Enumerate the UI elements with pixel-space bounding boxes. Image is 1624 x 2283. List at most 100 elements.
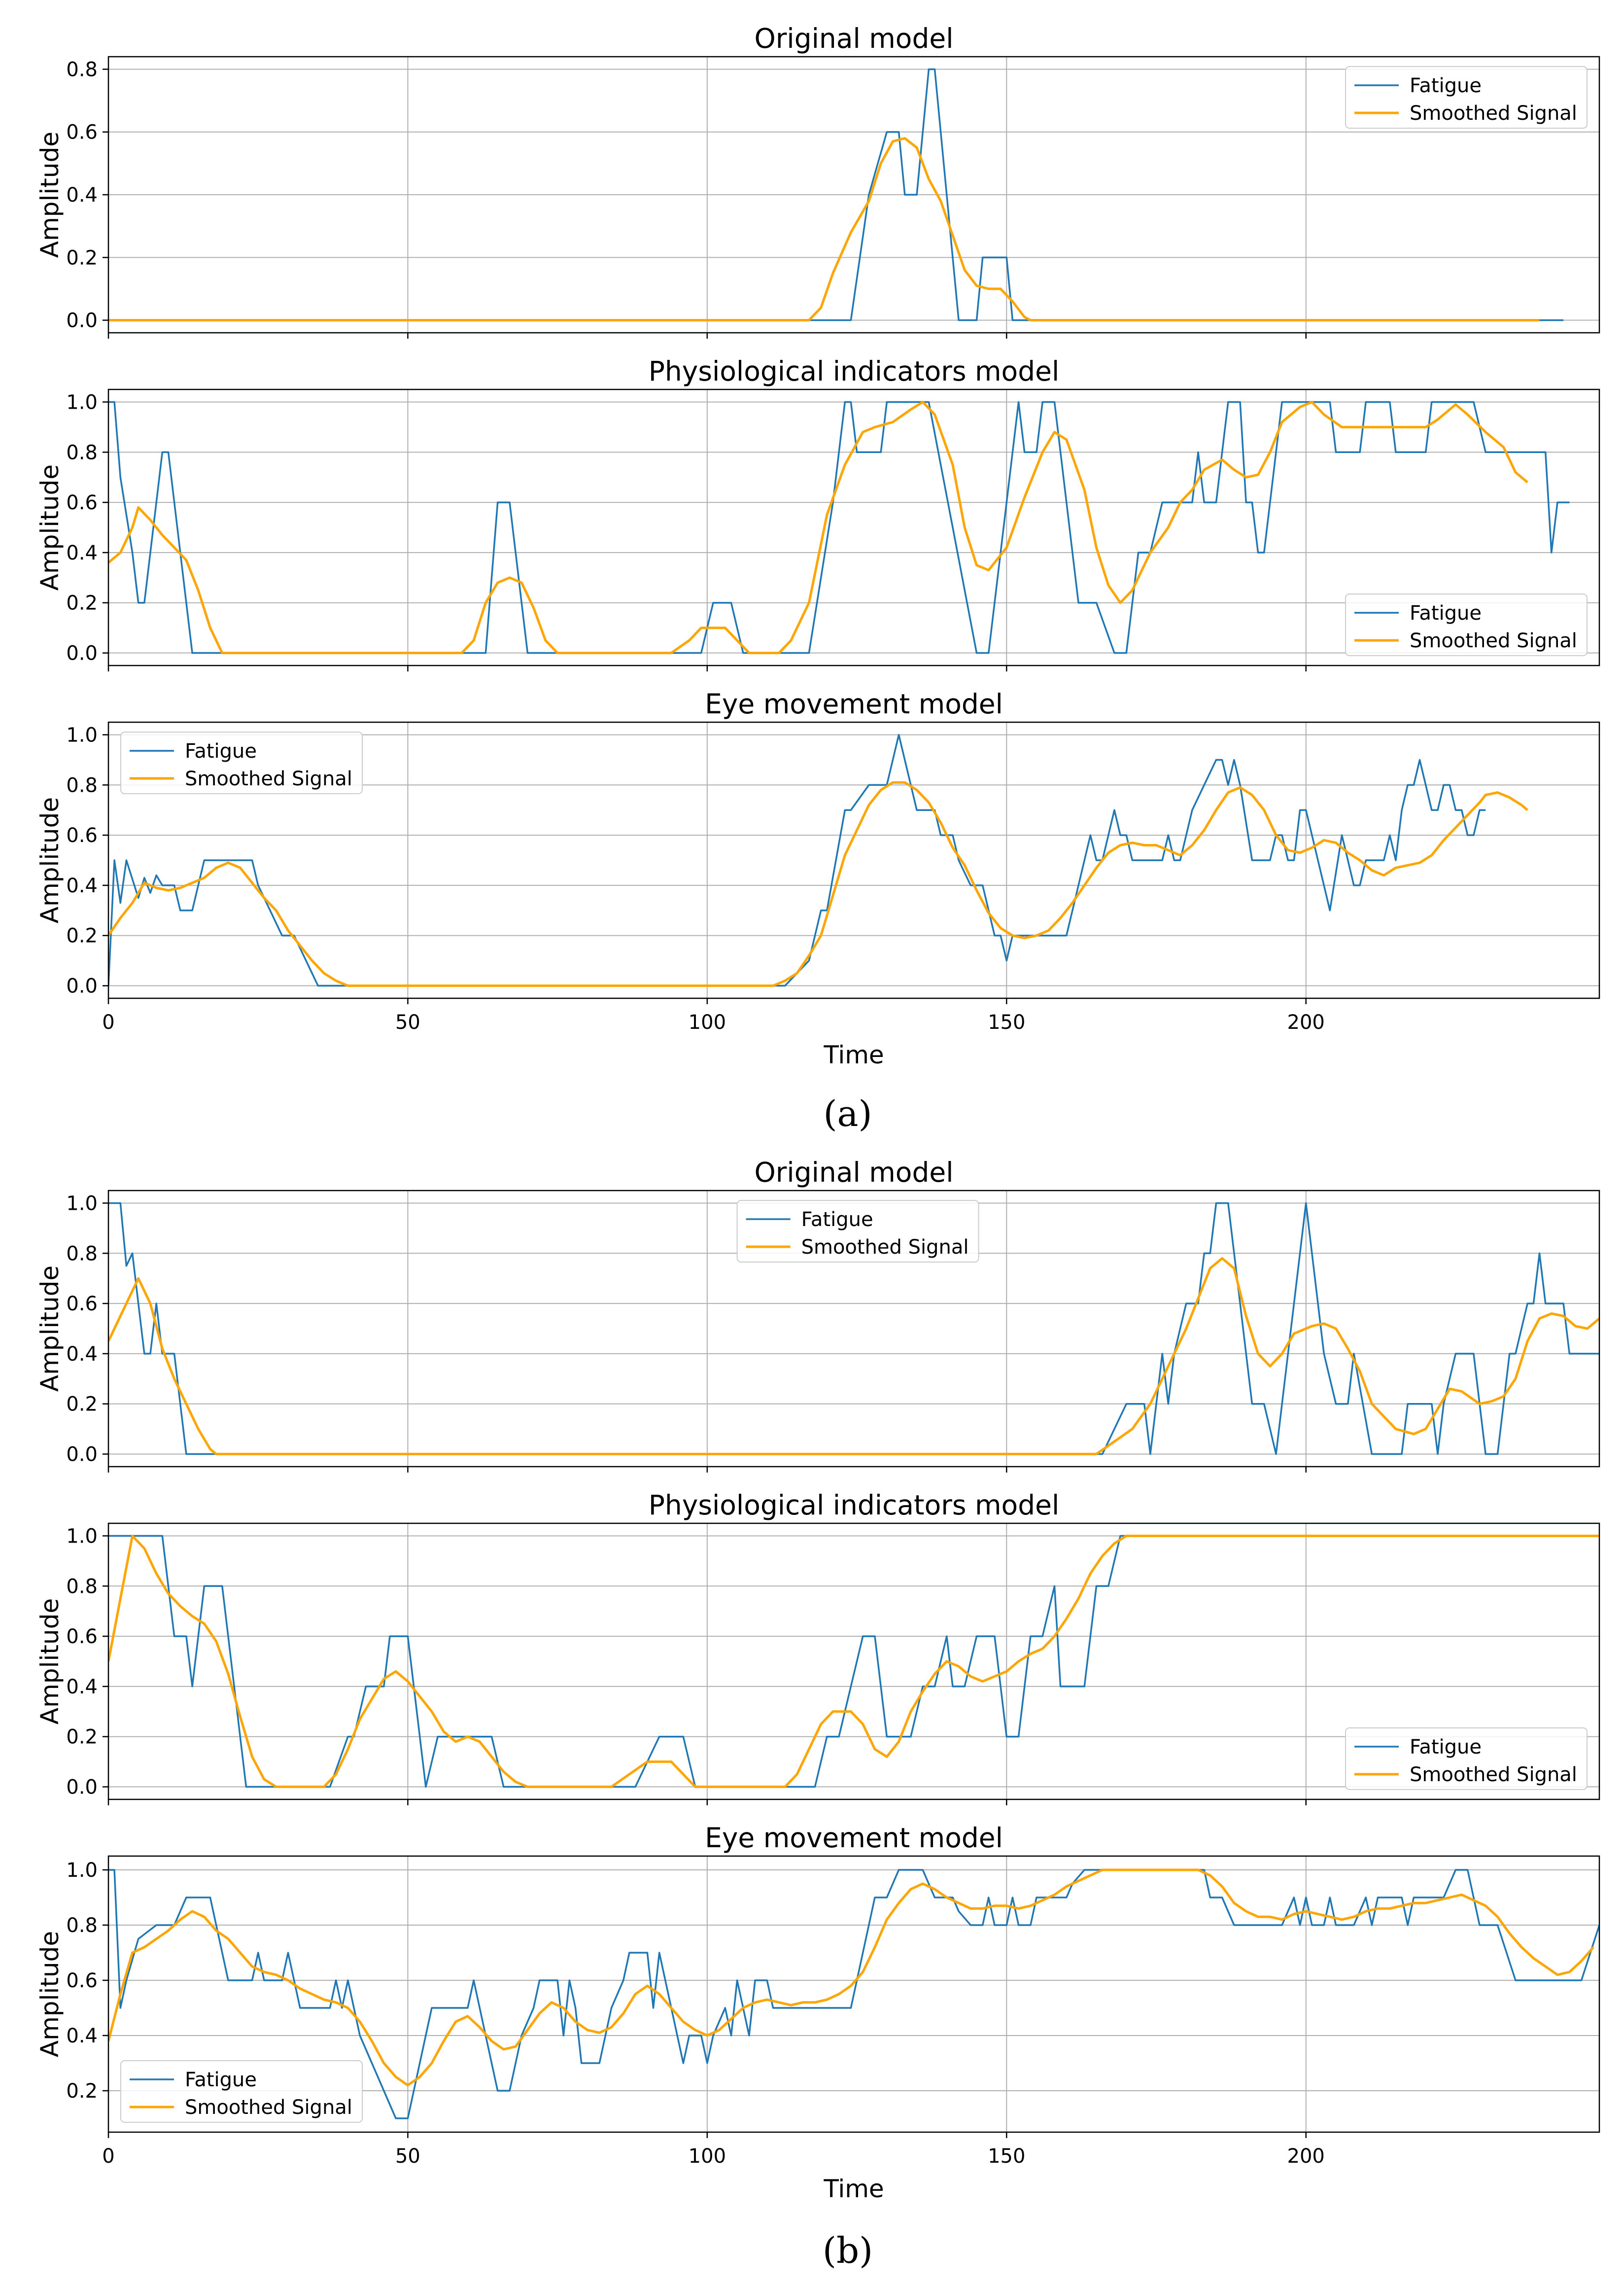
y-tick-label: 0.6 <box>66 824 98 847</box>
y-tick-label: 0.8 <box>66 58 98 81</box>
chart-title: Eye movement model <box>705 688 1003 720</box>
x-tick-label: 150 <box>988 1011 1025 1034</box>
x-tick-label: 0 <box>102 1011 114 1034</box>
y-tick-label: 0.8 <box>66 1242 98 1265</box>
plot-frame <box>107 1855 1600 2133</box>
chart-title: Physiological indicators model <box>649 1489 1060 1521</box>
y-tick-label: 0.0 <box>66 975 98 998</box>
x-tick-label: 100 <box>689 1011 726 1034</box>
y-tick-label: 0.4 <box>66 875 98 897</box>
legend: Fatigue Smoothed Signal <box>1345 594 1588 656</box>
legend: Fatigue Smoothed Signal <box>1345 66 1588 129</box>
legend-box <box>120 732 363 794</box>
figure-label-a: (a) <box>823 1093 872 1134</box>
chart-title: Eye movement model <box>705 1822 1003 1854</box>
y-tick-label: 0.2 <box>66 246 98 269</box>
legend-box <box>1345 594 1588 656</box>
x-tick-label: 50 <box>395 1011 420 1034</box>
y-axis-label: Amplitude <box>35 797 64 923</box>
smoothed-series-line <box>108 781 1528 987</box>
legend-smoothed-label: Smoothed Signal <box>185 768 352 790</box>
legend-box <box>120 2060 363 2123</box>
y-axis-label: Amplitude <box>35 1931 64 2057</box>
legend: Fatigue Smoothed Signal <box>1345 1727 1588 1790</box>
y-tick-label: 0.4 <box>66 1676 98 1698</box>
y-tick-label: 0.8 <box>66 1914 98 1937</box>
y-axis-label: Amplitude <box>35 464 64 591</box>
y-tick-label: 0.4 <box>66 542 98 564</box>
y-axis-label: Amplitude <box>35 1598 64 1724</box>
y-tick-label: 0.0 <box>66 642 98 665</box>
y-tick-label: 0.8 <box>66 774 98 797</box>
plot-frame <box>107 56 1600 334</box>
legend-smoothed-label: Smoothed Signal <box>801 1236 969 1259</box>
legend-fatigue-label: Fatigue <box>185 2069 257 2091</box>
chart-a-3: 0 50 100 150 200 0.0 0.2 0.4 0.6 0.8 1.0 Eye moveme… <box>35 688 1600 1069</box>
y-tick-label: 0.2 <box>66 2080 98 2103</box>
plot-frame <box>107 1190 1600 1468</box>
legend: Fatigue Smoothed Signal <box>736 1200 979 1263</box>
y-tick-label: 0.8 <box>66 441 98 464</box>
y-tick-label: 0.0 <box>66 1776 98 1799</box>
legend-smoothed-label: Smoothed Signal <box>1410 1763 1577 1786</box>
y-tick-label: 1.0 <box>66 1859 98 1882</box>
chart-title: Physiological indicators model <box>649 355 1060 387</box>
legend-box <box>736 1200 979 1263</box>
x-tick-label: 100 <box>689 2145 726 2168</box>
smoothed-series-line <box>108 1257 1599 1455</box>
legend: Fatigue Smoothed Signal <box>120 2060 363 2123</box>
chart-title: Original model <box>755 1157 954 1188</box>
legend-fatigue-label: Fatigue <box>185 740 257 763</box>
legend-smoothed-label: Smoothed Signal <box>1410 630 1577 652</box>
y-tick-label: 1.0 <box>66 724 98 746</box>
smoothed-series-line <box>108 401 1528 654</box>
fatigue-series-line <box>108 68 1564 321</box>
y-tick-label: 1.0 <box>66 1192 98 1215</box>
y-tick-label: 0.6 <box>66 1625 98 1648</box>
y-tick-label: 0.2 <box>66 592 98 615</box>
y-tick-label: 0.4 <box>66 184 98 207</box>
y-tick-label: 0.6 <box>66 121 98 144</box>
chart-b-1: 0.0 0.2 0.4 0.6 0.8 1.0 Original model Amplitud… <box>35 1157 1600 1473</box>
x-tick-label: 200 <box>1287 1011 1325 1034</box>
y-tick-label: 0.8 <box>66 1575 98 1598</box>
x-axis-label: Time <box>823 2175 884 2203</box>
y-tick-label: 0.0 <box>66 310 98 332</box>
plot-frame <box>107 721 1600 999</box>
y-tick-label: 0.2 <box>66 925 98 948</box>
plot-frame <box>107 1522 1600 1800</box>
y-axis-label: Amplitude <box>35 132 64 258</box>
y-tick-label: 1.0 <box>66 1525 98 1547</box>
y-tick-label: 1.0 <box>66 391 98 414</box>
legend-smoothed-label: Smoothed Signal <box>185 2096 352 2119</box>
y-tick-label: 0.4 <box>66 1343 98 1366</box>
chart-a-2: 0.0 0.2 0.4 0.6 0.8 1.0 Physiological indicato… <box>35 355 1600 671</box>
x-tick-label: 50 <box>395 2145 420 2168</box>
y-axis-label: Amplitude <box>35 1265 64 1392</box>
legend-fatigue-label: Fatigue <box>1410 1736 1482 1758</box>
legend-fatigue-label: Fatigue <box>1410 74 1482 97</box>
legend-box <box>1345 66 1588 129</box>
smoothed-series-line <box>108 137 1540 321</box>
fatigue-series-line <box>108 1202 1599 1455</box>
legend-smoothed-label: Smoothed Signal <box>1410 102 1577 125</box>
y-tick-label: 0.2 <box>66 1726 98 1749</box>
chart-title: Original model <box>755 23 954 54</box>
fatigue-series-line <box>108 734 1486 987</box>
chart-b-2: 0.0 0.2 0.4 0.6 0.8 1.0 Physiological indicato… <box>35 1489 1600 1805</box>
x-tick-label: 150 <box>988 2145 1025 2168</box>
legend-fatigue-label: Fatigue <box>801 1208 873 1231</box>
smoothed-series-line <box>108 1868 1594 2087</box>
panels: 0.0 0.2 0.4 0.6 0.8 Original model Amplitude Fa… <box>35 23 1600 2203</box>
y-tick-label: 0.0 <box>66 1443 98 1466</box>
x-tick-label: 200 <box>1287 2145 1325 2168</box>
legend: Fatigue Smoothed Signal <box>120 732 363 794</box>
y-tick-label: 0.2 <box>66 1393 98 1416</box>
plot-frame <box>107 388 1600 667</box>
legend-box <box>1345 1727 1588 1790</box>
chart-a-1: 0.0 0.2 0.4 0.6 0.8 Original model Amplitude Fa… <box>35 23 1600 339</box>
chart-b-3: 0 50 100 150 200 0.2 0.4 0.6 0.8 1.0 Eye movement … <box>35 1822 1600 2203</box>
x-tick-label: 0 <box>102 2145 114 2168</box>
